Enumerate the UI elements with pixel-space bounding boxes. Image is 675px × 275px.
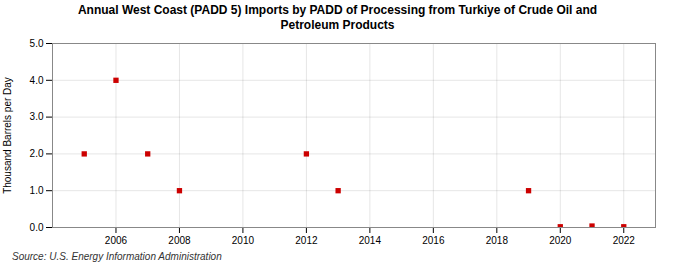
svg-text:2014: 2014 bbox=[359, 235, 382, 246]
svg-text:2010: 2010 bbox=[232, 235, 255, 246]
svg-text:2020: 2020 bbox=[549, 235, 572, 246]
svg-text:2016: 2016 bbox=[422, 235, 445, 246]
svg-text:5.0: 5.0 bbox=[30, 38, 44, 49]
svg-text:2006: 2006 bbox=[105, 235, 128, 246]
html-text:Source: U.S. Energy Informatio: Source: U.S. Energy Information Administ… bbox=[12, 251, 222, 262]
svg-text:1.0: 1.0 bbox=[30, 185, 44, 196]
svg-text:2012: 2012 bbox=[295, 235, 318, 246]
svg-text:2008: 2008 bbox=[168, 235, 191, 246]
svg-text:3.0: 3.0 bbox=[30, 111, 44, 122]
svg-text:4.0: 4.0 bbox=[30, 75, 44, 86]
svg-text:2018: 2018 bbox=[486, 235, 509, 246]
svg-text:0.0: 0.0 bbox=[30, 222, 44, 233]
html-text:Annual West Coast (PADD 5) Imp: Annual West Coast (PADD 5) Imports by PA… bbox=[77, 3, 598, 32]
svg-text:Thousand Barrels per Day: Thousand Barrels per Day bbox=[2, 77, 13, 194]
svg-text:2022: 2022 bbox=[613, 235, 636, 246]
svg-text:2.0: 2.0 bbox=[30, 148, 44, 159]
